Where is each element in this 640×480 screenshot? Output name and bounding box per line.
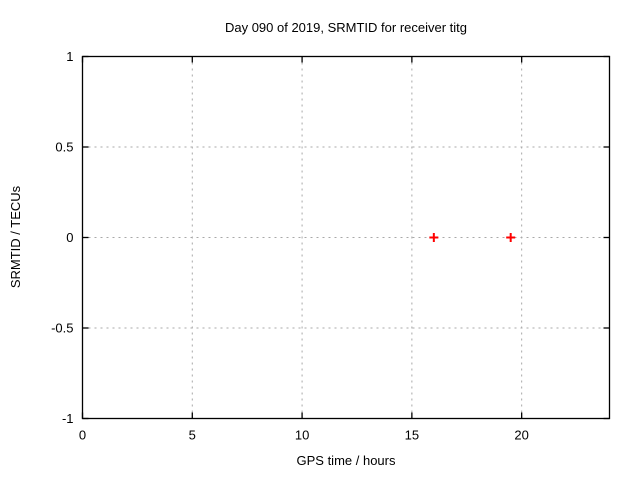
x-axis-label: GPS time / hours <box>297 453 396 468</box>
data-point-marker <box>506 233 516 242</box>
grid-layer <box>82 56 610 419</box>
tick-label-layer: 0 5 10 15 20 -1 -0.5 0 0.5 1 <box>51 49 529 443</box>
y-tick-label: 0 <box>66 230 73 245</box>
data-marker-layer <box>429 233 516 242</box>
x-tick-label: 15 <box>405 428 419 443</box>
y-tick-label: 0.5 <box>55 140 73 155</box>
x-tick-label: 5 <box>189 428 196 443</box>
x-tick-label: 20 <box>514 428 528 443</box>
x-tick-label: 0 <box>79 428 86 443</box>
axis-layer <box>81 55 611 420</box>
x-tick-label: 10 <box>295 428 309 443</box>
y-tick-label: -1 <box>62 411 74 426</box>
y-axis-label: SRMTID / TECUs <box>8 185 23 288</box>
data-point-marker <box>429 233 439 242</box>
chart-title: Day 090 of 2019, SRMTID for receiver tit… <box>225 20 467 35</box>
y-tick-label: 1 <box>66 49 73 64</box>
y-tick-label: -0.5 <box>51 321 73 336</box>
